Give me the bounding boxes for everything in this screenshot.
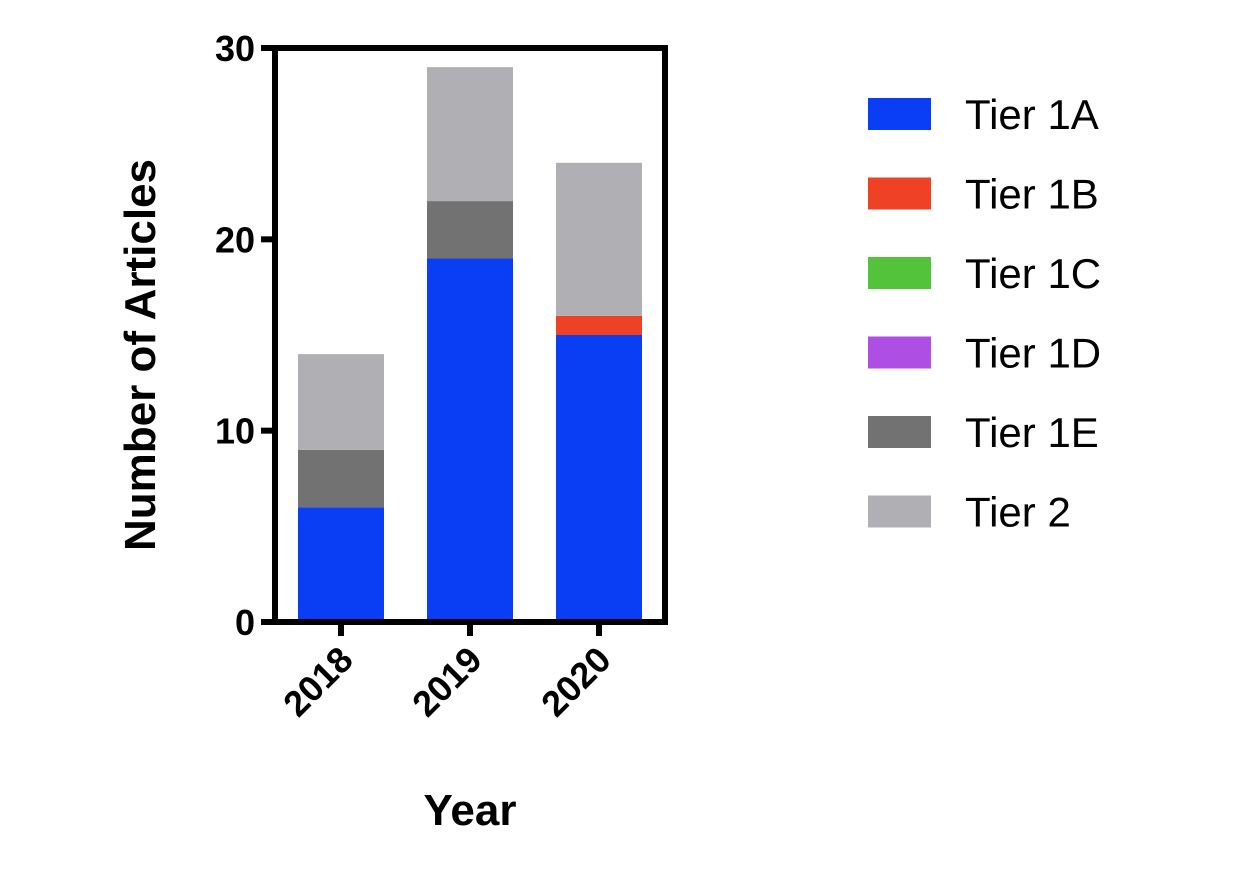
legend-swatch-tier-1a xyxy=(868,98,931,130)
legend-swatch-tier-1e xyxy=(868,416,931,448)
legend-label: Tier 1E xyxy=(965,409,1099,456)
legend-label: Tier 1D xyxy=(965,330,1101,377)
bar-2019-tier-2 xyxy=(427,67,513,202)
bar-2020-tier-2 xyxy=(556,162,642,316)
bar-2020-tier-1a xyxy=(556,335,642,622)
bar-2019-tier-1a xyxy=(427,258,513,622)
legend-label: Tier 1B xyxy=(965,171,1099,218)
x-tick-label: 2020 xyxy=(533,639,619,725)
y-tick-label: 0 xyxy=(235,602,255,643)
legend-swatch-tier-2 xyxy=(868,495,931,528)
x-tick-label: 2018 xyxy=(275,639,361,725)
y-tick-label: 20 xyxy=(215,219,255,260)
bar-2020-tier-1b xyxy=(556,315,642,335)
legend-swatch-tier-1c xyxy=(868,257,931,289)
legend-label: Tier 1A xyxy=(965,91,1099,138)
x-tick-label: 2019 xyxy=(404,639,490,725)
bar-2018-tier-1a xyxy=(298,507,384,622)
legend-label: Tier 1C xyxy=(965,250,1101,297)
axes-layer: 0 10 20 30 2018 2019 2020 xyxy=(215,28,668,725)
bars-layer xyxy=(298,67,642,622)
legend: Tier 1A Tier 1B Tier 1C Tier 1D Tier 1E Tier … xyxy=(868,91,1101,536)
x-axis-title: Year xyxy=(424,786,517,835)
bar-2018-tier-1e xyxy=(298,449,384,508)
legend-swatch-tier-1d xyxy=(868,336,931,369)
bar-2018-tier-2 xyxy=(298,354,384,450)
bar-2019-tier-1e xyxy=(427,201,513,259)
y-tick-label: 30 xyxy=(215,28,255,69)
y-axis-title: Number of Articles xyxy=(116,159,165,551)
y-tick-label: 10 xyxy=(215,411,255,452)
legend-swatch-tier-1b xyxy=(868,177,931,210)
legend-label: Tier 2 xyxy=(965,489,1071,536)
